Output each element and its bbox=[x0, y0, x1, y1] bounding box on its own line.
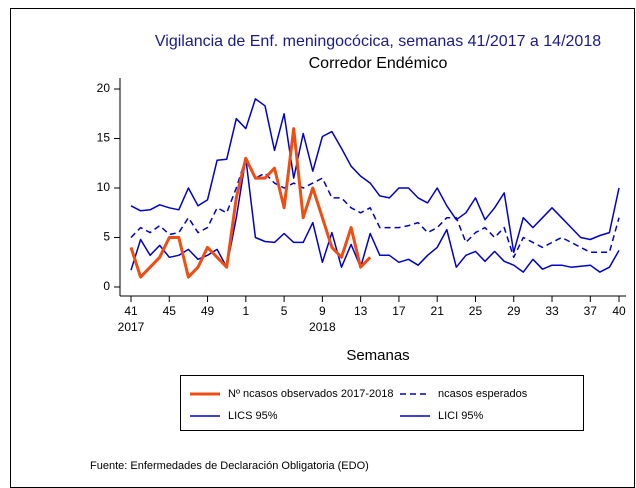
x-tick-label: 33 bbox=[545, 304, 559, 318]
x-tick-label: 45 bbox=[163, 304, 177, 318]
frame bbox=[10, 8, 635, 488]
x-year-label: 2018 bbox=[309, 320, 336, 334]
series-line bbox=[130, 157, 620, 259]
x-axis-label: Semanas bbox=[346, 347, 409, 364]
x-tick-label: 13 bbox=[354, 304, 368, 318]
x-tick-label: 21 bbox=[431, 304, 445, 318]
chart-subtitle: Corredor Endémico bbox=[309, 55, 448, 72]
series-line bbox=[130, 98, 620, 254]
x-tick-label: 9 bbox=[319, 304, 326, 318]
legend-label: LICS 95% bbox=[228, 410, 278, 422]
y-tick-label: 15 bbox=[97, 131, 111, 145]
y-tick-label: 20 bbox=[97, 81, 111, 95]
y-tick-label: 0 bbox=[103, 279, 110, 293]
x-tick-label: 49 bbox=[201, 304, 215, 318]
x-tick-label: 17 bbox=[392, 304, 406, 318]
x-year-label: 2017 bbox=[118, 320, 145, 334]
legend-label: ncasos esperados bbox=[438, 388, 528, 400]
series-line bbox=[129, 127, 372, 279]
x-tick-label: 25 bbox=[469, 304, 483, 318]
x-tick-label: 41 bbox=[124, 304, 138, 318]
x-tick-label: 5 bbox=[281, 304, 288, 318]
source-note: Fuente: Enfermedades de Declaración Obli… bbox=[90, 460, 369, 472]
legend-box bbox=[180, 375, 584, 431]
x-tick-label: 1 bbox=[242, 304, 249, 318]
x-tick-label: 29 bbox=[507, 304, 521, 318]
legend-label: Nº ncasos observados 2017-2018 bbox=[228, 388, 393, 400]
chart-title: Vigilancia de Enf. meningocócica, semana… bbox=[155, 33, 601, 50]
y-tick-label: 10 bbox=[97, 180, 111, 194]
x-tick-label: 37 bbox=[584, 304, 598, 318]
x-tick-label: 40 bbox=[612, 304, 626, 318]
y-tick-label: 5 bbox=[103, 230, 110, 244]
legend-label: LICI 95% bbox=[438, 410, 483, 422]
